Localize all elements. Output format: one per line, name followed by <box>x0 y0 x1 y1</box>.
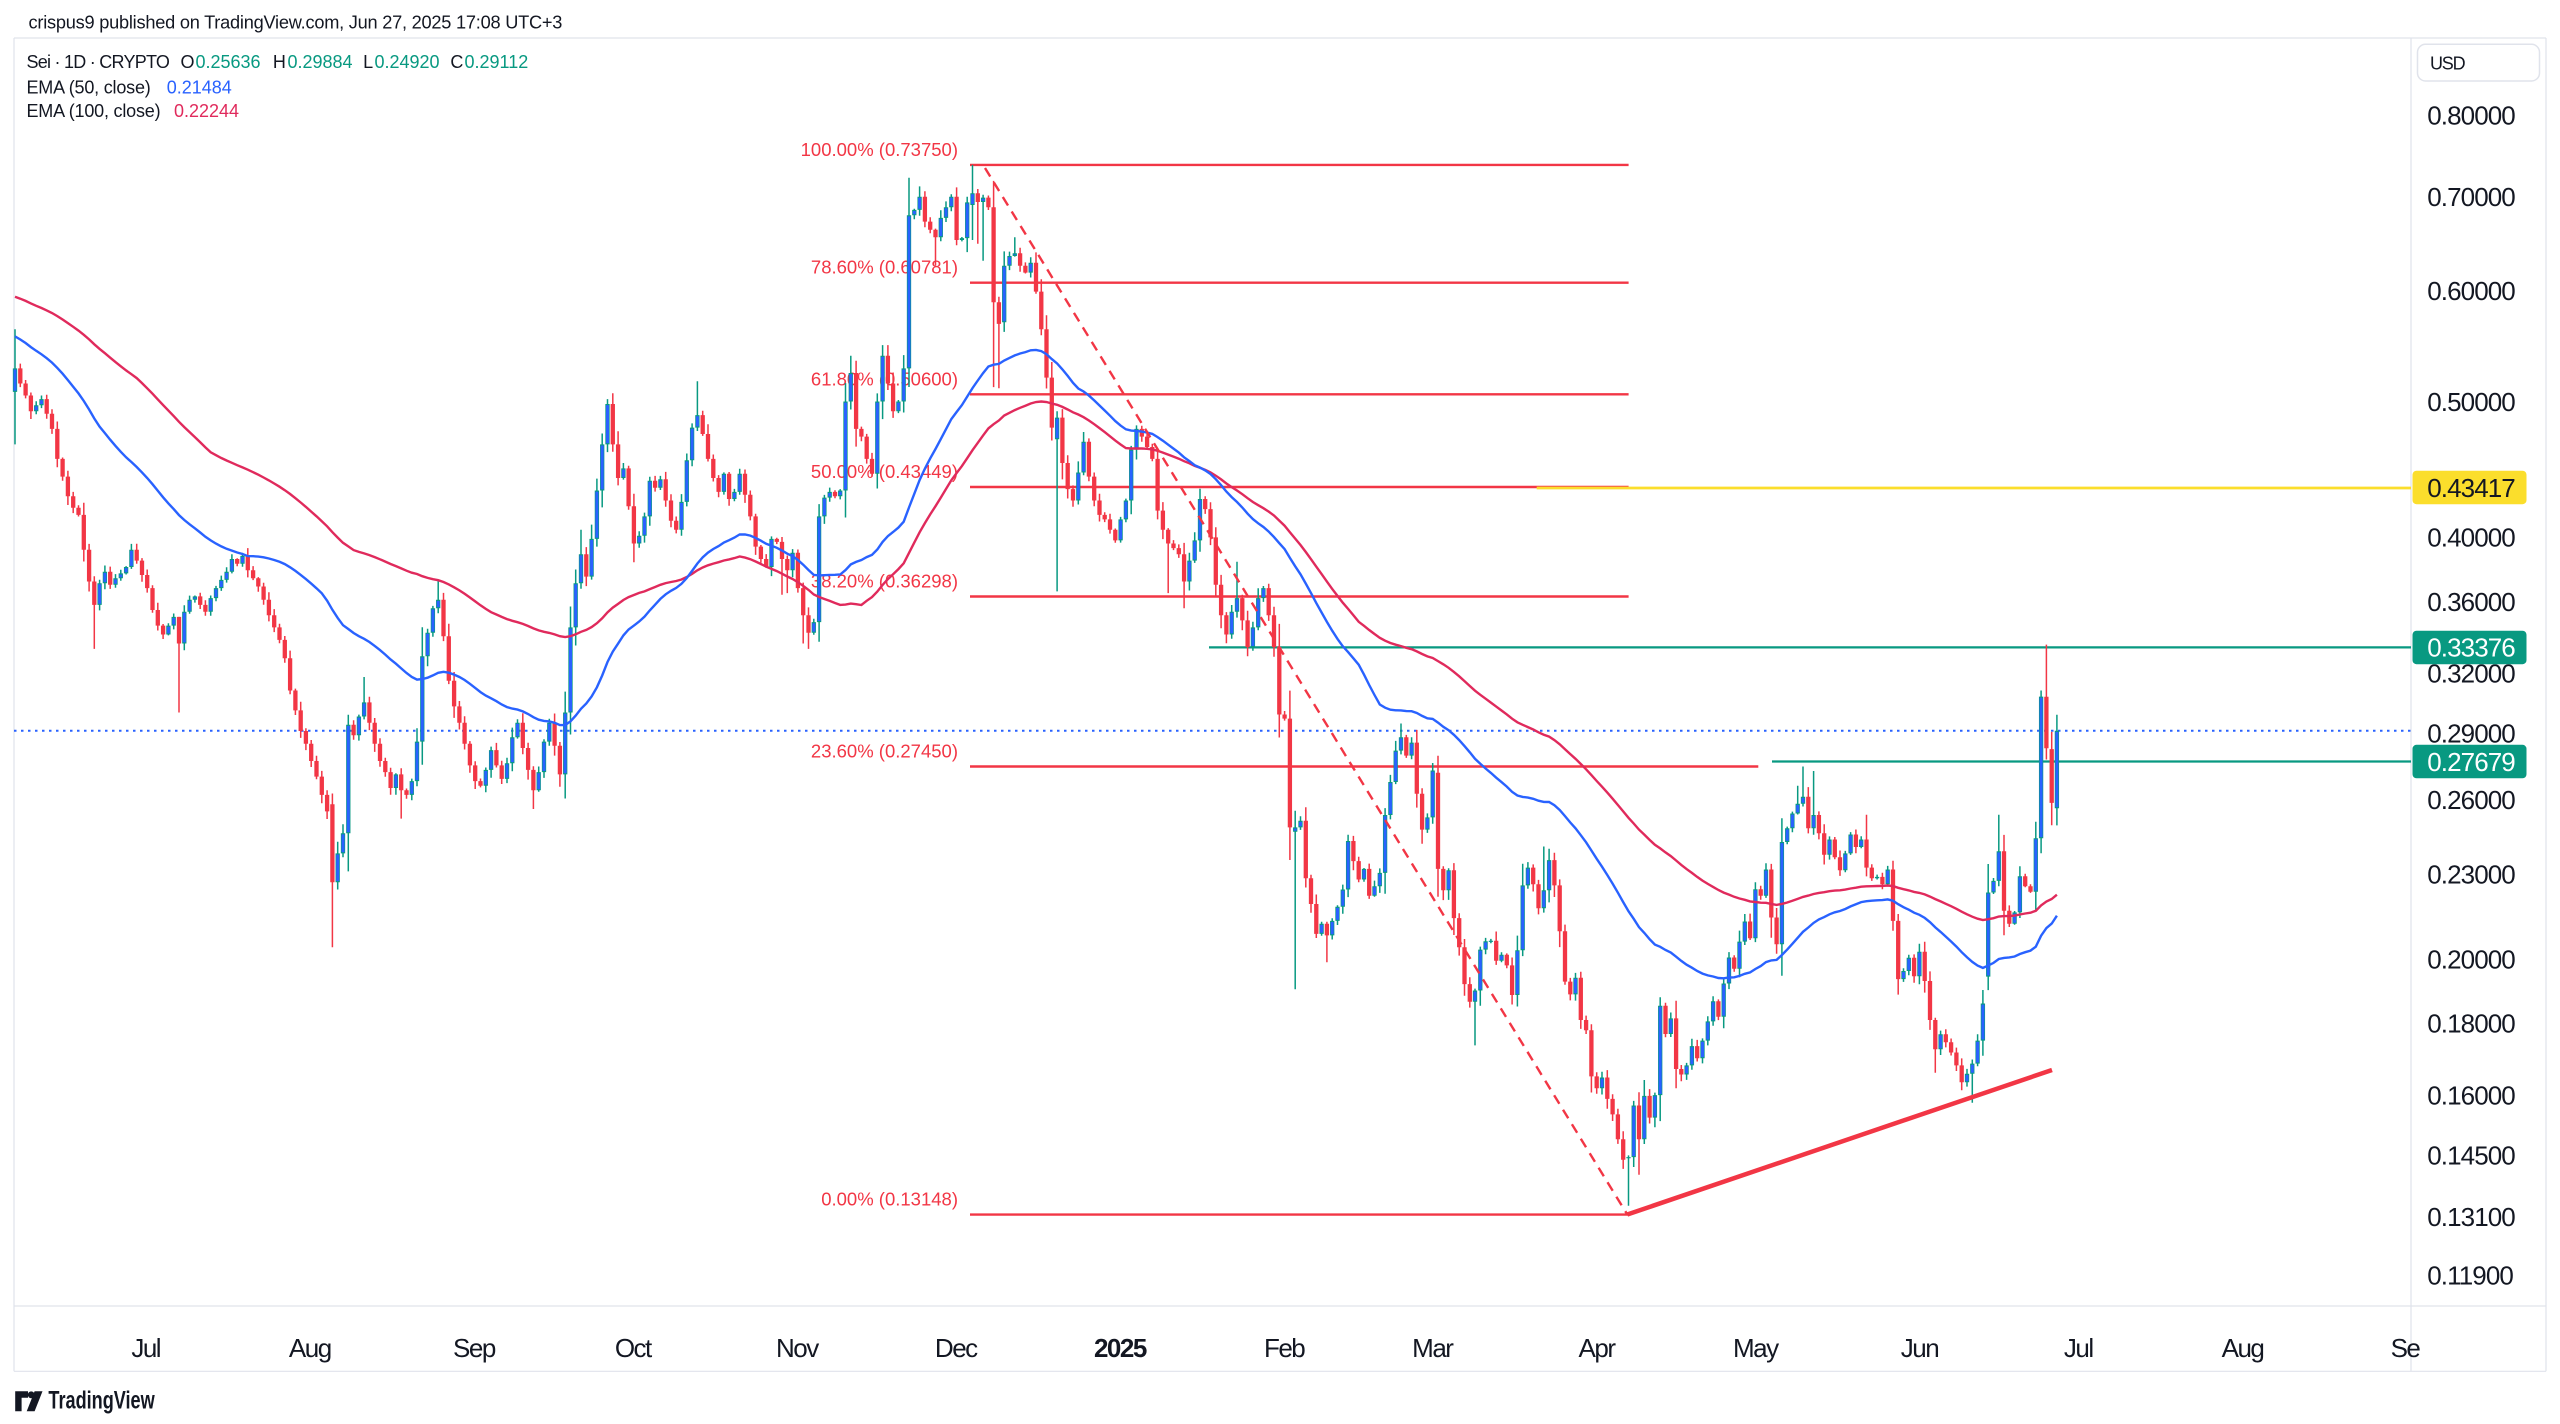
svg-text:O: O <box>181 52 195 72</box>
svg-text:78.60% (0.60781): 78.60% (0.60781) <box>811 257 958 278</box>
svg-text:Sep: Sep <box>453 1333 496 1363</box>
svg-text:0.80000: 0.80000 <box>2427 101 2515 131</box>
svg-text:0.33376: 0.33376 <box>2427 633 2515 663</box>
svg-text:38.20% (0.36298): 38.20% (0.36298) <box>811 571 958 592</box>
svg-text:0.18000: 0.18000 <box>2427 1009 2515 1039</box>
svg-text:0.21484: 0.21484 <box>167 78 232 98</box>
svg-text:0.29884: 0.29884 <box>288 52 353 72</box>
svg-text:0.11900: 0.11900 <box>2427 1261 2513 1291</box>
svg-text:0.25636: 0.25636 <box>196 52 261 72</box>
svg-text:crispus9 published on TradingV: crispus9 published on TradingView.com, J… <box>29 13 563 33</box>
svg-text:Dec: Dec <box>935 1333 978 1363</box>
svg-text:EMA (50, close): EMA (50, close) <box>27 78 151 98</box>
svg-text:0.50000: 0.50000 <box>2427 387 2515 417</box>
svg-text:0.29000: 0.29000 <box>2427 718 2515 748</box>
svg-text:2025: 2025 <box>1094 1333 1147 1363</box>
svg-text:0.60000: 0.60000 <box>2427 276 2515 306</box>
svg-text:50.00% (0.43449): 50.00% (0.43449) <box>811 461 958 482</box>
svg-text:0.13100: 0.13100 <box>2427 1202 2515 1232</box>
svg-text:0.16000: 0.16000 <box>2427 1080 2515 1110</box>
svg-text:H: H <box>273 52 286 72</box>
svg-text:0.40000: 0.40000 <box>2427 523 2515 553</box>
svg-text:0.24920: 0.24920 <box>375 52 440 72</box>
svg-text:0.36000: 0.36000 <box>2427 587 2515 617</box>
svg-text:TradingView: TradingView <box>48 1386 155 1414</box>
svg-text:EMA (100, close): EMA (100, close) <box>27 101 161 121</box>
svg-text:Se: Se <box>2391 1333 2421 1363</box>
svg-text:Nov: Nov <box>776 1333 819 1363</box>
svg-text:Jul: Jul <box>2064 1333 2093 1363</box>
svg-text:Jul: Jul <box>131 1333 160 1363</box>
svg-text:Feb: Feb <box>1264 1333 1305 1363</box>
svg-text:23.60% (0.27450): 23.60% (0.27450) <box>811 741 958 762</box>
svg-text:0.70000: 0.70000 <box>2427 182 2515 212</box>
svg-text:0.22244: 0.22244 <box>174 101 239 121</box>
svg-text:0.26000: 0.26000 <box>2427 785 2515 815</box>
svg-text:USD: USD <box>2430 53 2466 73</box>
svg-text:100.00% (0.73750): 100.00% (0.73750) <box>801 139 958 160</box>
svg-text:Sei · 1D · CRYPTO: Sei · 1D · CRYPTO <box>27 52 170 72</box>
svg-text:C: C <box>450 52 463 72</box>
svg-text:0.00% (0.13148): 0.00% (0.13148) <box>821 1189 958 1210</box>
svg-text:Jun: Jun <box>1901 1333 1938 1363</box>
svg-text:Oct: Oct <box>615 1333 653 1363</box>
svg-text:Apr: Apr <box>1579 1333 1617 1363</box>
svg-text:0.23000: 0.23000 <box>2427 860 2515 890</box>
svg-text:Aug: Aug <box>2222 1333 2264 1363</box>
svg-text:0.43417: 0.43417 <box>2427 473 2515 503</box>
svg-text:May: May <box>1733 1333 1779 1363</box>
svg-text:Aug: Aug <box>289 1333 331 1363</box>
svg-text:0.20000: 0.20000 <box>2427 945 2515 975</box>
svg-text:0.14500: 0.14500 <box>2427 1140 2515 1170</box>
svg-text:Mar: Mar <box>1412 1333 1454 1363</box>
svg-text:0.27679: 0.27679 <box>2427 747 2515 777</box>
svg-text:L: L <box>363 52 373 72</box>
svg-text:0.29112: 0.29112 <box>465 52 529 72</box>
